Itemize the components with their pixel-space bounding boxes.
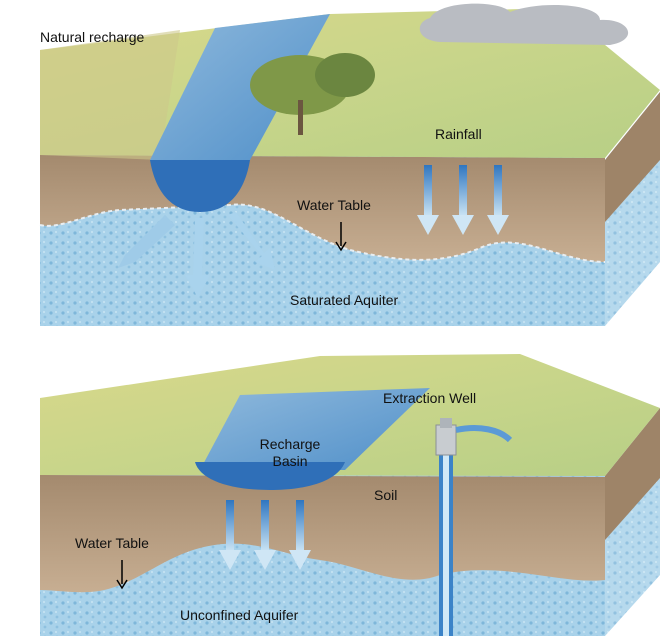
label: Saturated Aquiter — [290, 292, 399, 308]
recharge-basin — [200, 388, 430, 470]
shape — [185, 218, 210, 298]
shape — [335, 241, 347, 252]
label: Extraction Well — [383, 390, 476, 406]
label: Water Table — [297, 197, 371, 213]
shape — [116, 579, 128, 590]
label: Basin — [272, 453, 307, 469]
side-soil — [605, 92, 660, 222]
shape — [440, 418, 452, 428]
label: Water Table — [75, 535, 149, 551]
cloud — [419, 3, 629, 45]
shape — [150, 160, 250, 212]
shape — [455, 425, 513, 443]
shape — [195, 462, 345, 490]
soil — [40, 475, 605, 593]
river — [150, 14, 330, 160]
shape — [39, 203, 606, 263]
shape — [443, 450, 449, 636]
arrows — [116, 222, 347, 590]
top-block — [39, 3, 660, 326]
label: Rainfall — [435, 126, 482, 142]
label: Soil — [374, 487, 397, 503]
shape — [315, 53, 375, 97]
label: Recharge — [260, 436, 321, 452]
bottom-block — [40, 354, 660, 636]
shape — [228, 212, 275, 270]
shape — [118, 215, 175, 268]
shape — [40, 30, 180, 160]
label: Unconfined Aquifer — [180, 607, 299, 623]
label: Natural recharge — [40, 29, 144, 45]
shape — [605, 408, 660, 540]
shape — [298, 100, 303, 135]
shape — [435, 424, 457, 456]
